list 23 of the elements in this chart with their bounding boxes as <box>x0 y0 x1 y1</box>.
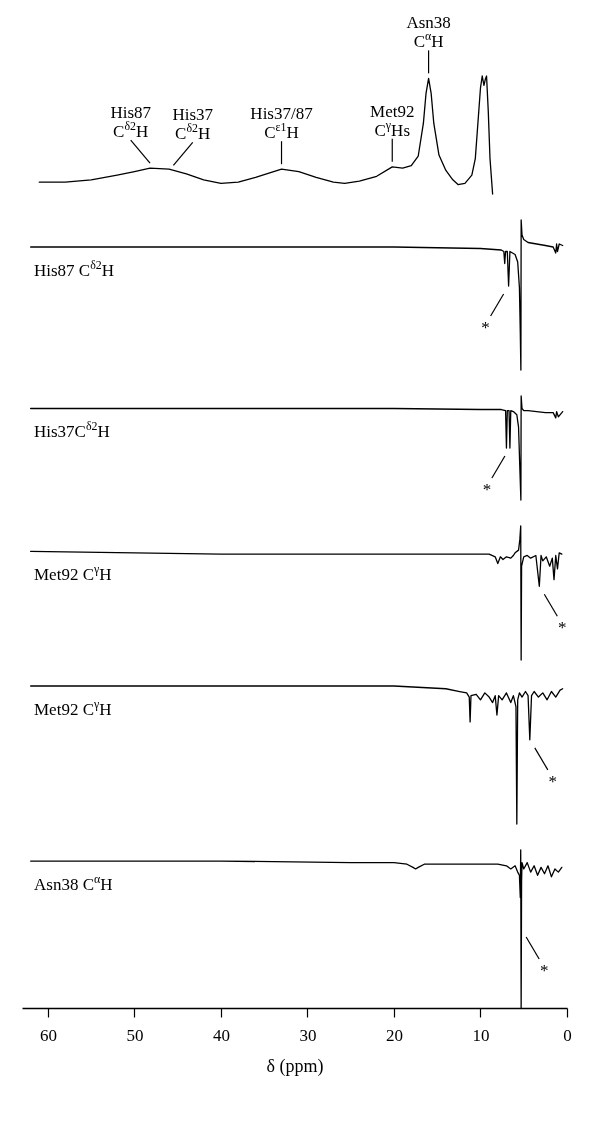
x-tick-label: 10 <box>472 1025 490 1045</box>
x-tick-label: 0 <box>563 1025 572 1045</box>
x-tick-label: 40 <box>212 1025 230 1045</box>
annotation: Met92 C$^{γ}$Hs <box>370 101 415 140</box>
series-label: His87 C$^{δ2}$H <box>34 258 115 280</box>
series-label: His37C$^{δ2}$H <box>34 419 110 442</box>
annotation: * <box>482 480 492 499</box>
annotation: * <box>481 318 490 337</box>
x-tick-label: 50 <box>126 1025 144 1045</box>
annotation: His87 C$^{δ2}$H <box>110 103 152 142</box>
series-label: Asn38 C$^{α}$H <box>34 872 113 895</box>
annotation: * <box>558 618 567 638</box>
x-axis-title: δ (ppm) <box>266 1055 324 1077</box>
annotation: Asn38 C$^{α}$H <box>406 13 451 52</box>
series-label: Met92 C$^{γ}$H <box>34 697 112 719</box>
series-label: Met92 C$^{γ}$H <box>34 562 112 585</box>
annotation: His37 C$^{δ2}$H <box>172 105 214 144</box>
annotation: * <box>539 961 549 980</box>
annotation: His37/87 C$^{ε1}$H <box>250 104 314 143</box>
x-tick-label: 20 <box>385 1025 403 1045</box>
x-tick-label: 30 <box>299 1025 317 1045</box>
annotation: * <box>548 771 558 791</box>
x-tick-label: 60 <box>39 1025 57 1045</box>
